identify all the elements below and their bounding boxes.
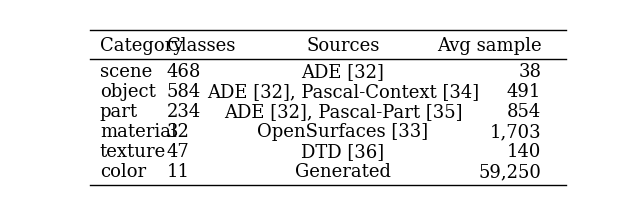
Text: 38: 38 (518, 64, 541, 81)
Text: ADE [32], Pascal-Part [35]: ADE [32], Pascal-Part [35] (223, 103, 462, 121)
Text: scene: scene (100, 64, 152, 81)
Text: Category: Category (100, 37, 183, 55)
Text: Classes: Classes (167, 37, 235, 55)
Text: ADE [32]: ADE [32] (301, 64, 384, 81)
Text: 468: 468 (167, 64, 201, 81)
Text: Sources: Sources (306, 37, 380, 55)
Text: ADE [32], Pascal-Context [34]: ADE [32], Pascal-Context [34] (207, 83, 479, 101)
Text: DTD [36]: DTD [36] (301, 143, 385, 161)
Text: 234: 234 (167, 103, 201, 121)
Text: Avg sample: Avg sample (436, 37, 541, 55)
Text: color: color (100, 163, 146, 181)
Text: Generated: Generated (295, 163, 391, 181)
Text: OpenSurfaces [33]: OpenSurfaces [33] (257, 123, 428, 141)
Text: 32: 32 (167, 123, 189, 141)
Text: 491: 491 (507, 83, 541, 101)
Text: texture: texture (100, 143, 166, 161)
Text: 47: 47 (167, 143, 189, 161)
Text: 1,703: 1,703 (490, 123, 541, 141)
Text: 59,250: 59,250 (479, 163, 541, 181)
Text: object: object (100, 83, 156, 101)
Text: 140: 140 (507, 143, 541, 161)
Text: material: material (100, 123, 177, 141)
Text: 854: 854 (507, 103, 541, 121)
Text: part: part (100, 103, 138, 121)
Text: 584: 584 (167, 83, 201, 101)
Text: 11: 11 (167, 163, 190, 181)
